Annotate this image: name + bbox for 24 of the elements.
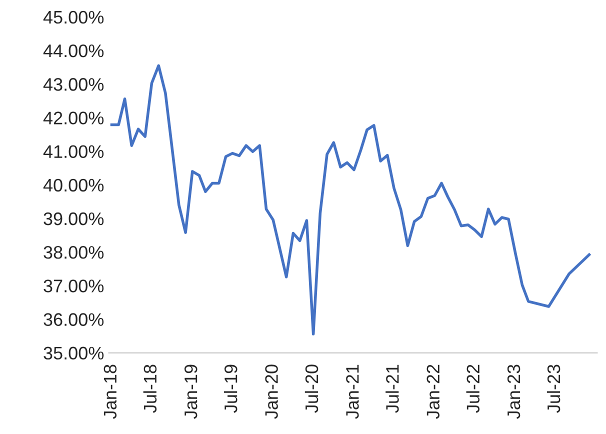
x-tick-label: Jan-19	[184, 364, 198, 419]
x-tick-label: Jul-18	[143, 364, 157, 413]
x-tick-label: Jul-23	[546, 364, 560, 413]
y-tick-label: 44.00%	[43, 44, 104, 58]
x-tick-label: Jan-22	[426, 364, 440, 419]
y-tick-label: 42.00%	[43, 112, 104, 124]
y-tick-label: 45.00%	[43, 10, 104, 24]
y-tick-label: 39.00%	[44, 212, 104, 226]
line-series	[110, 64, 591, 336]
x-tick-label: Jan-20	[265, 364, 278, 419]
x-tick-label: Jul-22	[466, 364, 480, 413]
y-tick-label: 35.00%	[44, 346, 104, 360]
x-tick-label: Jul-21	[386, 364, 399, 413]
y-tick-label: 36.00%	[44, 313, 104, 326]
y-tick-label: 38.00%	[44, 246, 104, 259]
y-tick-label: 41.00%	[43, 145, 104, 158]
x-tick-label: Jan-18	[104, 364, 117, 419]
x-tick-label: Jan-23	[507, 364, 520, 419]
y-tick-label: 40.00%	[43, 178, 104, 192]
y-tick-label: 43.00%	[43, 78, 104, 91]
x-tick-label: Jul-19	[224, 364, 238, 413]
x-tick-label: Jan-21	[346, 364, 359, 419]
x-tick-label: Jul-20	[304, 364, 318, 413]
y-tick-label: 37.00%	[44, 280, 104, 292]
